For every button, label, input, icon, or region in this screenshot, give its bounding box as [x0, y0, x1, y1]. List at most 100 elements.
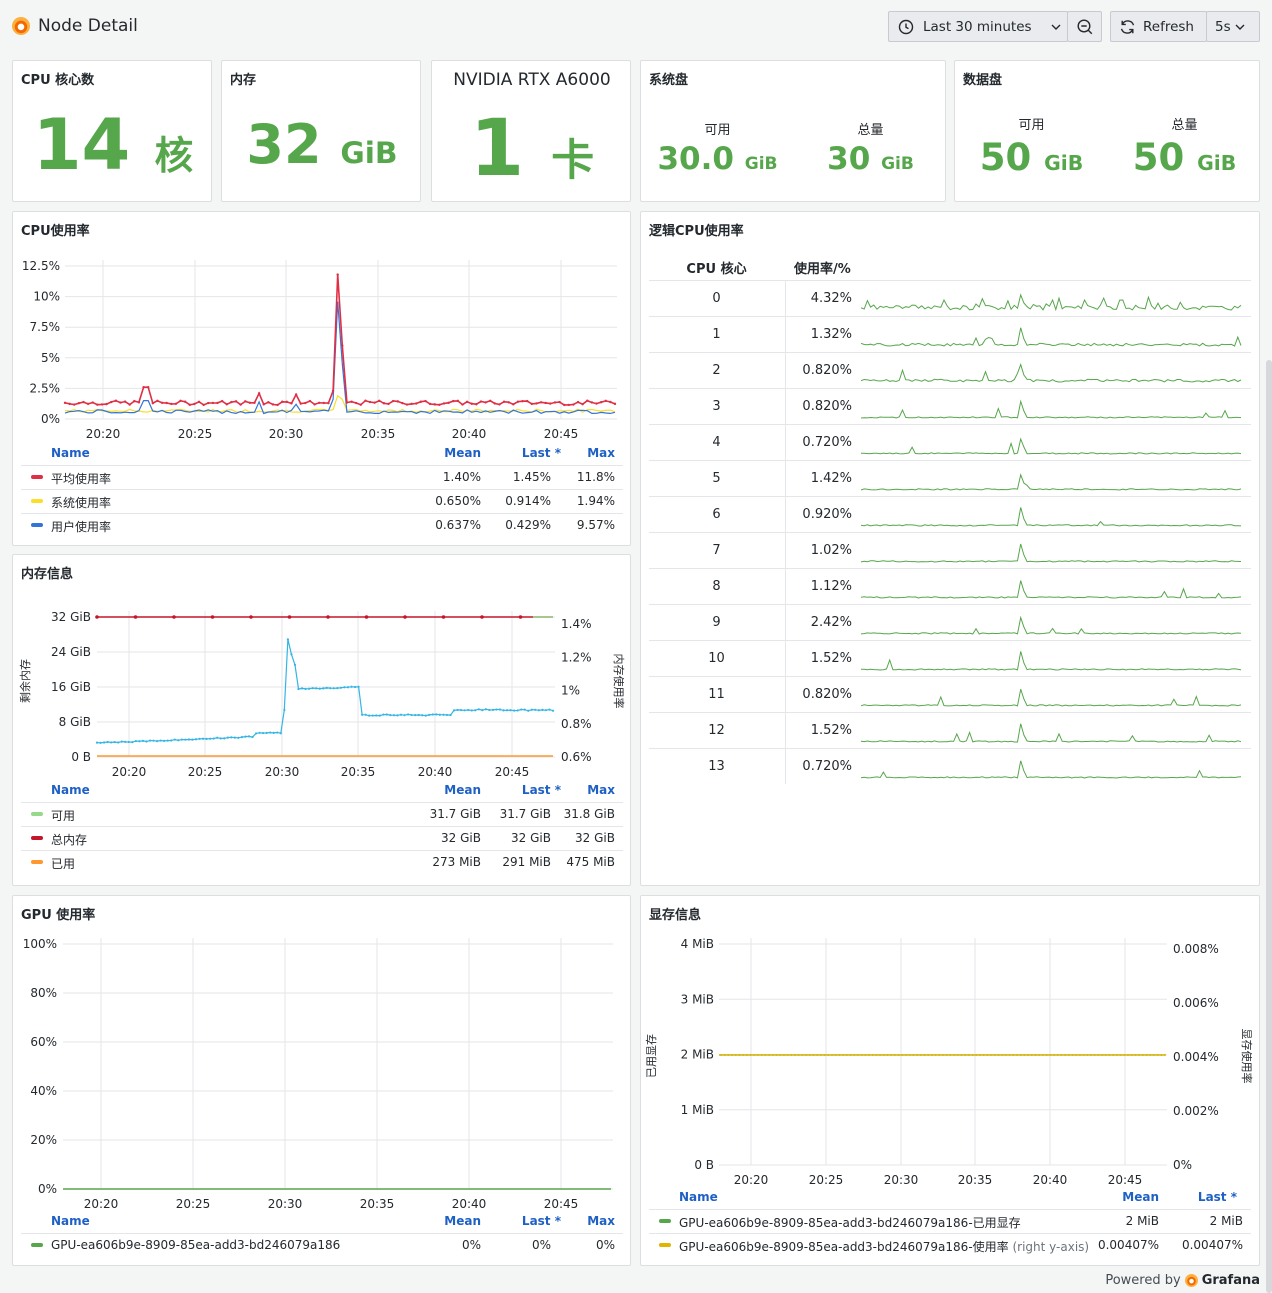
legend-value-mean: 31.7 GiB: [429, 807, 481, 821]
table-row[interactable]: 8 1.12%: [649, 568, 1251, 604]
legend-header-mean[interactable]: Mean: [1122, 1190, 1159, 1204]
legend-value-mean: 32 GiB: [441, 831, 481, 845]
legend-series-name[interactable]: GPU-ea606b9e-8909-85ea-add3-bd246079a186: [51, 1238, 341, 1252]
cpu-usage-chart[interactable]: 12.5% 10% 7.5% 5% 2.5% 0% 20:20 20:25 20:30 20:35…: [13, 212, 632, 448]
series-line-user[interactable]: [64, 301, 616, 415]
legend-header-name[interactable]: Name: [679, 1190, 718, 1204]
cpu-core-sparkline: [860, 327, 1242, 347]
table-row[interactable]: 3 0.820%: [649, 388, 1251, 424]
grafana-brand-text[interactable]: Grafana: [1201, 1273, 1260, 1288]
x-tick-label: 20:20: [112, 765, 147, 779]
legend-swatch: [659, 1219, 671, 1223]
table-row[interactable]: 12 1.52%: [649, 712, 1251, 748]
legend-header-last[interactable]: Last *: [521, 446, 561, 460]
legend-series-name[interactable]: 平均使用率: [51, 472, 112, 486]
series-line-usage-rate[interactable]: [96, 639, 554, 744]
zoom-out-button[interactable]: [1067, 11, 1102, 42]
gpu-count-value: 1 卡: [432, 105, 632, 205]
cpu-core-usage: 0.720%: [802, 435, 852, 450]
vram-chart[interactable]: 4 MiB 3 MiB 2 MiB 1 MiB 0 B 0.008% 0.006% 0.004…: [641, 896, 1261, 1191]
table-row[interactable]: 4 0.720%: [649, 424, 1251, 460]
table-row[interactable]: 2 0.820%: [649, 352, 1251, 388]
table-row[interactable]: 9 2.42%: [649, 604, 1251, 640]
memory-chart[interactable]: 32 GiB 24 GiB 16 GiB 8 GiB 0 B 1.4% 1.2% 1% 0.8%…: [13, 555, 632, 785]
legend-header-last[interactable]: Last *: [521, 783, 561, 797]
legend-header-last[interactable]: Last *: [1197, 1190, 1237, 1204]
stat-unit: GiB: [881, 154, 914, 174]
legend-series-name[interactable]: 已用: [51, 857, 76, 871]
legend-header-max[interactable]: Max: [587, 1214, 615, 1228]
memory-total-panel: 内存 32 GiB: [221, 60, 421, 202]
legend-header-mean[interactable]: Mean: [444, 1214, 481, 1228]
column-header-core[interactable]: CPU 核心: [686, 262, 747, 277]
y-tick-label: 2 MiB: [681, 1048, 714, 1062]
dashboard-title[interactable]: Node Detail: [38, 16, 138, 36]
gpu-usage-legend: Name Mean Last * Max GPU-ea606b9e-8909-8…: [21, 1214, 623, 1260]
grafana-logo-icon: [1184, 1274, 1198, 1287]
legend-header-last[interactable]: Last *: [521, 1214, 561, 1228]
legend-series-name[interactable]: 可用: [51, 809, 76, 823]
time-range-picker[interactable]: Last 30 minutes: [888, 11, 1068, 42]
cpu-core-sparkline: [860, 615, 1242, 635]
legend-swatch: [31, 836, 43, 840]
legend-value-last: 0.00407%: [1181, 1238, 1243, 1252]
cpu-core-usage: 2.42%: [810, 615, 852, 630]
data-disk-panel: 数据盘 可用 50 GiB 总量 50 GiB: [954, 60, 1260, 202]
legend-series-name[interactable]: GPU-ea606b9e-8909-85ea-add3-bd246079a186…: [679, 1240, 1090, 1254]
table-row[interactable]: 13 0.720%: [649, 748, 1251, 784]
table-row[interactable]: 1 1.32%: [649, 316, 1251, 352]
cpu-core-sparkline: [861, 651, 1242, 671]
legend-header-mean[interactable]: Mean: [444, 783, 481, 797]
legend-value-last: 31.7 GiB: [499, 807, 551, 821]
x-tick-label: 20:35: [360, 1197, 395, 1211]
cpu-core-usage: 0.820%: [802, 399, 852, 414]
table-row[interactable]: 7 1.02%: [649, 532, 1251, 568]
column-header-usage[interactable]: 使用率/%: [794, 262, 851, 277]
legend-header-mean[interactable]: Mean: [444, 446, 481, 460]
stat-number: 30: [827, 141, 871, 177]
stat-unit: GiB: [1044, 151, 1084, 175]
refresh-button[interactable]: Refresh: [1110, 11, 1207, 42]
total-label: 总量: [857, 123, 884, 138]
table-row[interactable]: 6 0.920%: [649, 496, 1251, 532]
refresh-interval-picker[interactable]: 5s: [1206, 11, 1260, 42]
gpu-usage-chart[interactable]: 100% 80% 60% 40% 20% 0% 20:20 20:25 20:30 20:35 20…: [13, 896, 632, 1216]
series-line-system[interactable]: [64, 394, 616, 413]
legend-value-max: 0%: [595, 1238, 615, 1252]
table-row[interactable]: 5 1.42%: [649, 460, 1251, 496]
y-right-tick-label: 1%: [561, 684, 580, 698]
legend-series-name[interactable]: GPU-ea606b9e-8909-85ea-add3-bd246079a186…: [679, 1216, 1021, 1230]
panel-title: 系统盘: [649, 73, 689, 88]
y-tick-label: 16 GiB: [51, 680, 91, 694]
legend-series-name[interactable]: 用户使用率: [51, 520, 112, 534]
legend-value-mean: 0%: [461, 1238, 481, 1252]
legend-header-name[interactable]: Name: [51, 1214, 90, 1228]
stat-unit: GiB: [340, 136, 398, 171]
legend-series-name[interactable]: 系统使用率: [51, 496, 112, 510]
legend-swatch: [31, 475, 43, 479]
y-tick-label: 32 GiB: [51, 610, 91, 624]
legend-value-max: 32 GiB: [575, 831, 615, 845]
vram-legend: Name Mean Last * GPU-ea606b9e-8909-85ea-…: [649, 1190, 1251, 1260]
legend-swatch: [31, 860, 43, 864]
table-row[interactable]: 0 4.32%: [649, 280, 1251, 316]
panel-title: 内存: [230, 73, 257, 88]
x-tick-label: 20:35: [958, 1173, 993, 1187]
cpu-core-usage: 0.820%: [802, 363, 852, 378]
legend-header-max[interactable]: Max: [587, 783, 615, 797]
table-row[interactable]: 10 1.52%: [649, 640, 1251, 676]
table-row[interactable]: 11 0.820%: [649, 676, 1251, 712]
legend-axis-hint: (right y-axis): [1008, 1240, 1090, 1254]
legend-header-name[interactable]: Name: [51, 783, 90, 797]
stat-number: 1: [469, 104, 525, 194]
legend-header-max[interactable]: Max: [587, 446, 615, 460]
stat-unit: GiB: [1197, 151, 1237, 175]
refresh-label: Refresh: [1143, 18, 1194, 35]
legend-series-name[interactable]: 总内存: [51, 833, 88, 847]
cpu-core-id: 5: [712, 471, 721, 486]
cpu-cores-value: 14 核: [13, 105, 213, 197]
legend-value-mean: 273 MiB: [432, 855, 481, 869]
legend-header-name[interactable]: Name: [51, 446, 90, 460]
legend-value-max: 1.94%: [576, 494, 615, 508]
page-scrollbar[interactable]: [1266, 360, 1272, 1293]
